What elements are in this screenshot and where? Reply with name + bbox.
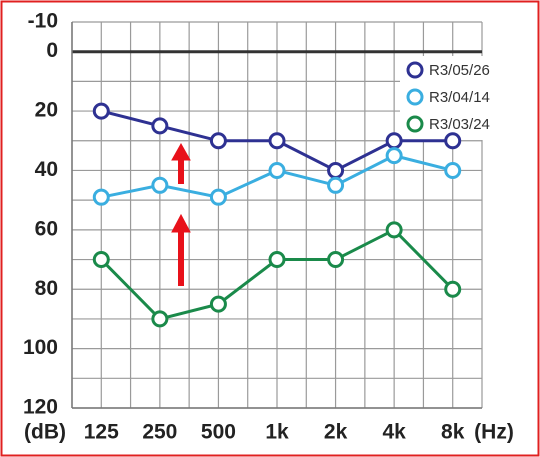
y-tick-label: -10 bbox=[28, 10, 58, 33]
y-tick-label: 20 bbox=[35, 99, 58, 122]
data-point bbox=[444, 132, 462, 150]
data-point bbox=[385, 147, 403, 165]
data-point bbox=[151, 310, 169, 328]
data-point bbox=[327, 251, 345, 269]
data-point bbox=[209, 132, 227, 150]
data-point bbox=[385, 221, 403, 239]
legend-marker bbox=[406, 61, 424, 79]
data-point bbox=[327, 176, 345, 194]
y-tick-label: 60 bbox=[35, 217, 58, 240]
y-tick-label: 120 bbox=[23, 396, 58, 419]
y-tick-label: 40 bbox=[35, 158, 58, 181]
data-point bbox=[385, 132, 403, 150]
legend-label: R3/03/24 bbox=[429, 116, 490, 133]
legend-label: R3/05/26 bbox=[429, 62, 490, 79]
legend-marker bbox=[406, 88, 424, 106]
data-point bbox=[327, 161, 345, 179]
data-point bbox=[92, 188, 110, 206]
data-point bbox=[268, 132, 286, 150]
x-axis-label: (Hz) bbox=[474, 421, 514, 444]
data-point bbox=[268, 161, 286, 179]
x-tick-label: 2k bbox=[324, 421, 348, 444]
x-tick-label: 125 bbox=[84, 421, 119, 444]
data-point bbox=[92, 102, 110, 120]
data-point bbox=[209, 188, 227, 206]
x-tick-label: 8k bbox=[441, 421, 465, 444]
data-point bbox=[444, 280, 462, 298]
legend-marker bbox=[406, 115, 424, 133]
x-tick-label: 4k bbox=[382, 421, 406, 444]
x-tick-label: 500 bbox=[201, 421, 236, 444]
x-tick-label: 1k bbox=[265, 421, 289, 444]
data-point bbox=[151, 176, 169, 194]
arrow-head bbox=[171, 213, 191, 233]
x-tick-label: 250 bbox=[142, 421, 177, 444]
arrow-head bbox=[171, 142, 191, 161]
y-tick-label: 100 bbox=[23, 336, 58, 359]
data-point bbox=[444, 161, 462, 179]
legend-label: R3/04/14 bbox=[429, 89, 490, 106]
annotation-arrows bbox=[171, 142, 191, 286]
data-point bbox=[268, 251, 286, 269]
y-tick-label: 80 bbox=[35, 277, 58, 300]
y-axis-label: (dB) bbox=[24, 421, 66, 444]
data-point bbox=[209, 295, 227, 313]
data-point bbox=[92, 251, 110, 269]
data-point bbox=[151, 117, 169, 135]
y-tick-label: 0 bbox=[46, 39, 58, 62]
